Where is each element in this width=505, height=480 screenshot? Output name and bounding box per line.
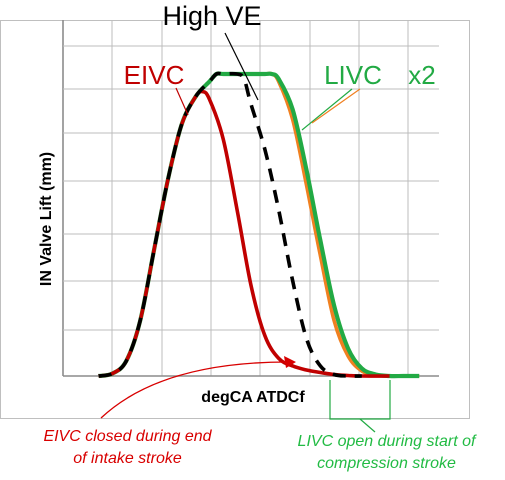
chart-frame [0,20,470,419]
eivc-note-line1: EIVC closed during end [43,428,212,445]
eivc-note-arrowhead [284,356,296,368]
high-ve-leader-line [224,32,259,101]
series-layer [98,71,420,379]
eivc-note-arrow [100,361,289,419]
eivc-label: EIVC [124,60,185,90]
high-ve-label: High VE [162,1,261,31]
eivc-leader-line [175,87,189,116]
livc-note-line2: compression stroke [317,455,456,472]
livc-note: LIVC open during start of compression st… [284,431,489,475]
x2-leader-line [311,88,361,124]
livc-label: LIVC [324,60,382,90]
series-line-high-ve [98,71,362,378]
x-axis-label: degCA ATDCf [201,389,305,406]
x2-label: x2 [408,60,435,90]
y-axis-label: IN Valve Lift (mm) [38,152,55,286]
livc-leader-line [301,88,353,131]
livc-note-line1: LIVC open during start of [297,433,476,450]
eivc-note-line2: of intake stroke [73,450,182,467]
livc-note-pointer [359,418,376,433]
eivc-note: EIVC closed during end of intake stroke [20,426,235,470]
